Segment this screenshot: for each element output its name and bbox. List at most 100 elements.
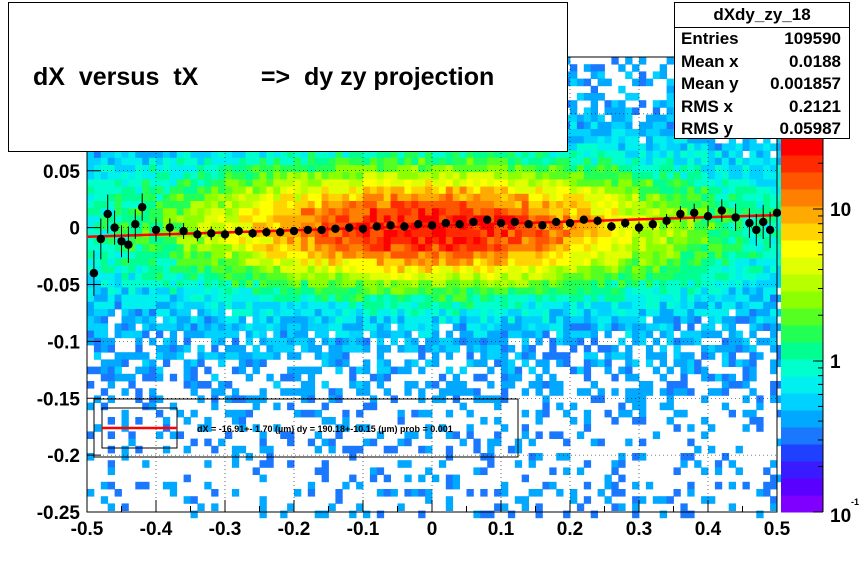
- heat-cell: [335, 251, 343, 259]
- heat-cell: [369, 316, 378, 324]
- heat-cell: [542, 402, 550, 411]
- heat-cell: [625, 373, 633, 382]
- heat-cell: [225, 409, 233, 418]
- heat-cell: [625, 186, 633, 195]
- heat-cell: [735, 280, 743, 288]
- heat-cell: [687, 330, 695, 339]
- heat-cell: [342, 330, 350, 339]
- heat-cell: [190, 208, 198, 216]
- heat-cell: [238, 179, 247, 187]
- heat-cell: [93, 150, 102, 159]
- heat-cell: [383, 366, 391, 375]
- heat-cell: [480, 265, 488, 274]
- heat-cell: [349, 373, 357, 382]
- heat-cell: [708, 229, 716, 238]
- heat-cell: [756, 193, 764, 202]
- heat-cell: [218, 244, 226, 252]
- heat-cell: [694, 143, 702, 151]
- heat-cell: [652, 258, 661, 267]
- heat-cell: [445, 179, 454, 187]
- heat-cell: [659, 136, 667, 144]
- heat-cell: [583, 179, 592, 187]
- heat-cell: [231, 366, 240, 375]
- heat-cell: [604, 100, 612, 108]
- profile-point: [248, 229, 257, 238]
- heat-cell: [556, 237, 564, 245]
- heat-cell: [383, 165, 391, 173]
- heat-cell: [100, 388, 109, 396]
- heat-cell: [728, 409, 736, 418]
- heat-cell: [183, 157, 191, 166]
- heat-cell: [238, 445, 247, 454]
- heat-cell: [632, 323, 640, 331]
- heat-cell: [473, 323, 481, 331]
- heat-cell: [197, 273, 205, 281]
- heat-cell: [480, 417, 488, 425]
- heat-cell: [356, 316, 364, 324]
- heat-cell: [135, 222, 143, 231]
- heat-cell: [287, 337, 295, 346]
- heat-cell: [687, 438, 695, 447]
- heat-cell: [604, 258, 612, 267]
- heat-cell: [611, 157, 619, 166]
- heat-cell: [652, 309, 661, 317]
- heat-cell: [639, 381, 647, 389]
- heat-cell: [625, 287, 633, 295]
- heat-cell: [204, 222, 212, 231]
- heat-cell: [245, 193, 253, 202]
- heat-cell: [183, 345, 191, 353]
- heat-cell: [501, 273, 509, 281]
- stats-label: Entries: [681, 29, 739, 48]
- heat-cell: [149, 251, 157, 259]
- heat-cell: [321, 201, 329, 209]
- heat-cell: [376, 323, 385, 331]
- heat-cell: [597, 287, 605, 295]
- heat-cell: [425, 294, 433, 303]
- heat-cell: [390, 309, 398, 317]
- heat-cell: [273, 186, 281, 195]
- heat-cell: [487, 352, 495, 360]
- heat-cell: [680, 273, 688, 281]
- heat-cell: [673, 244, 681, 252]
- heat-cell: [501, 251, 509, 259]
- heat-cell: [625, 251, 633, 259]
- heat-cell: [211, 388, 219, 396]
- heat-cell: [376, 337, 385, 346]
- heat-cell: [618, 366, 626, 375]
- heat-cell: [238, 258, 247, 267]
- heat-cell: [328, 352, 336, 360]
- heat-cell: [645, 78, 654, 87]
- heat-cell: [411, 323, 419, 331]
- heat-cell: [294, 294, 302, 303]
- heat-cell: [300, 150, 309, 159]
- heat-cell: [328, 165, 336, 173]
- heat-cell: [728, 381, 736, 389]
- heat-cell: [294, 150, 302, 159]
- heat-cell: [135, 208, 143, 216]
- heat-cell: [142, 201, 150, 209]
- heat-cell: [549, 309, 557, 317]
- heat-cell: [149, 309, 157, 317]
- heat-cell: [563, 258, 571, 267]
- heat-cell: [390, 244, 398, 252]
- heat-cell: [735, 345, 743, 353]
- heat-cell: [156, 150, 164, 159]
- heat-cell: [287, 193, 295, 202]
- heat-cell: [501, 179, 509, 187]
- heat-cell: [225, 222, 233, 231]
- heat-cell: [535, 431, 543, 439]
- heat-cell: [183, 323, 191, 331]
- heat-cell: [576, 337, 585, 346]
- heat-cell: [287, 244, 295, 252]
- heat-cell: [721, 165, 730, 173]
- heat-cell: [425, 280, 433, 288]
- heat-cell: [335, 201, 343, 209]
- heat-cell: [770, 366, 778, 375]
- heat-cell: [639, 71, 647, 79]
- heat-cell: [549, 251, 557, 259]
- heat-cell: [162, 445, 171, 454]
- heat-cell: [397, 409, 405, 418]
- heat-cell: [383, 244, 391, 252]
- heat-cell: [156, 309, 164, 317]
- heat-cell: [266, 265, 274, 274]
